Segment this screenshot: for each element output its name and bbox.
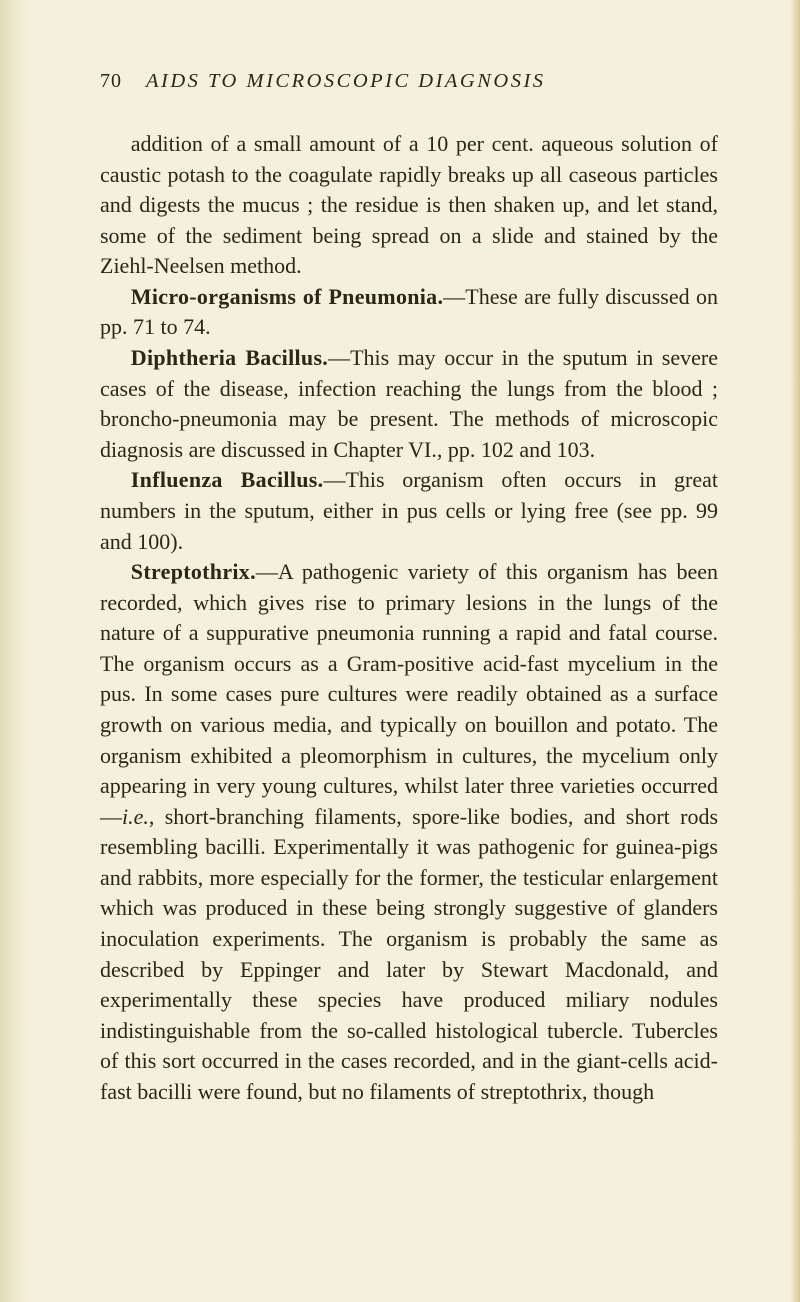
paragraph-3: Diphtheria Bacillus.—This may occur in t… — [100, 343, 718, 465]
paragraph-1-text: addition of a small amount of a 10 per c… — [100, 131, 718, 278]
entry-heading-influenza: Influenza Bacillus. — [131, 467, 324, 492]
paragraph-5-text-a: —A pathogenic variety of this organism h… — [100, 559, 718, 829]
book-page: 70 AIDS TO MICROSCOPIC DIAGNOSIS additio… — [0, 0, 800, 1302]
italic-ie: i.e. — [122, 804, 149, 829]
paragraph-2: Micro-organisms of Pneumonia.—These are … — [100, 282, 718, 343]
entry-heading-micro-organisms: Micro-organisms of Pneumonia. — [131, 284, 444, 309]
running-title: AIDS TO MICROSCOPIC DIAGNOSIS — [146, 70, 718, 93]
entry-heading-streptothrix: Streptothrix. — [131, 559, 256, 584]
entry-heading-diphtheria: Diphtheria Bacillus. — [131, 345, 328, 370]
body-text: addition of a small amount of a 10 per c… — [100, 129, 718, 1108]
page-number: 70 — [100, 70, 146, 93]
paragraph-1: addition of a small amount of a 10 per c… — [100, 129, 718, 282]
running-header: 70 AIDS TO MICROSCOPIC DIAGNOSIS — [100, 70, 718, 93]
paragraph-5: Streptothrix.—A pathogenic variety of th… — [100, 557, 718, 1107]
paragraph-4: Influenza Bacillus.—This organism often … — [100, 465, 718, 557]
paragraph-5-text-b: , short-branching filaments, spore-like … — [100, 804, 718, 1104]
